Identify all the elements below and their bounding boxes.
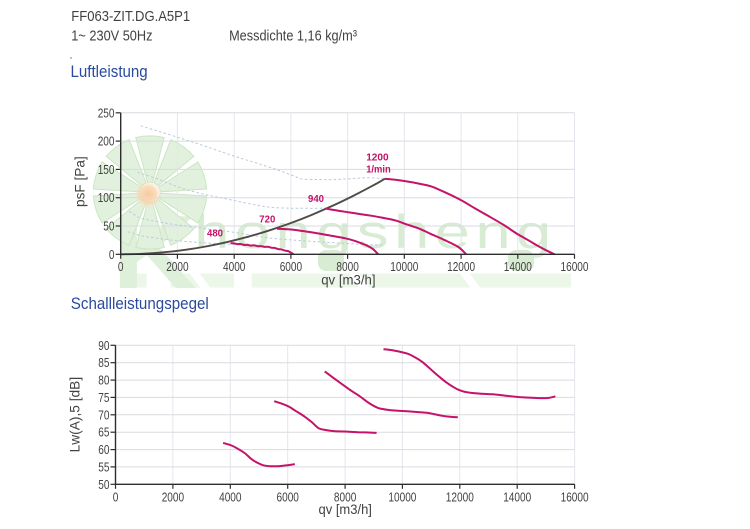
- svg-text:16000: 16000: [561, 490, 589, 504]
- svg-text:70: 70: [98, 408, 109, 422]
- svg-text:90: 90: [98, 339, 109, 353]
- svg-text:85: 85: [98, 356, 109, 370]
- svg-text:0: 0: [109, 248, 115, 262]
- svg-text:1200: 1200: [366, 152, 389, 164]
- svg-text:6000: 6000: [280, 260, 302, 274]
- svg-text:50: 50: [98, 478, 109, 492]
- svg-text:Schallleistungspegel: Schallleistungspegel: [71, 294, 209, 313]
- svg-text:Lw(A),5 [dB]: Lw(A),5 [dB]: [68, 377, 83, 453]
- svg-text:Messdichte 1,16 kg/m³: Messdichte 1,16 kg/m³: [229, 27, 357, 44]
- svg-text:100: 100: [98, 191, 115, 205]
- svg-text:Luftleistung: Luftleistung: [71, 62, 148, 81]
- svg-text:720: 720: [259, 214, 275, 226]
- svg-text:4000: 4000: [223, 260, 245, 274]
- svg-text:4000: 4000: [219, 490, 241, 504]
- svg-text:65: 65: [98, 426, 109, 440]
- svg-text:150: 150: [98, 163, 115, 177]
- svg-text:qv [m3/h]: qv [m3/h]: [319, 502, 372, 517]
- svg-text:16000: 16000: [561, 260, 589, 274]
- svg-text:2000: 2000: [166, 260, 188, 274]
- svg-text:80: 80: [98, 374, 109, 388]
- svg-text:60: 60: [98, 443, 109, 457]
- svg-text:6000: 6000: [277, 490, 299, 504]
- svg-text:8000: 8000: [336, 260, 358, 274]
- svg-text:12000: 12000: [446, 490, 474, 504]
- svg-text:qv [m3/h]: qv [m3/h]: [321, 272, 375, 287]
- svg-text:55: 55: [98, 460, 109, 474]
- svg-text:0: 0: [118, 260, 124, 274]
- svg-text:1/min: 1/min: [366, 163, 391, 175]
- svg-text:psF [Pa]: psF [Pa]: [72, 156, 87, 207]
- svg-text:0: 0: [113, 490, 119, 504]
- svg-text:12000: 12000: [447, 260, 475, 274]
- svg-text:8000: 8000: [334, 490, 356, 504]
- svg-text:200: 200: [98, 135, 115, 149]
- svg-text:250: 250: [98, 106, 115, 120]
- svg-text:FF063-ZIT.DG.A5P1: FF063-ZIT.DG.A5P1: [71, 8, 190, 25]
- svg-text:50: 50: [103, 220, 114, 234]
- svg-text:14000: 14000: [504, 260, 532, 274]
- svg-text:14000: 14000: [503, 490, 531, 504]
- svg-text:1~ 230V 50Hz: 1~ 230V 50Hz: [71, 27, 152, 44]
- svg-text:940: 940: [308, 193, 324, 205]
- svg-text:10000: 10000: [388, 490, 416, 504]
- svg-text:2000: 2000: [162, 490, 184, 504]
- svg-text:480: 480: [207, 228, 223, 240]
- svg-text:10000: 10000: [390, 260, 418, 274]
- svg-text:75: 75: [98, 391, 109, 405]
